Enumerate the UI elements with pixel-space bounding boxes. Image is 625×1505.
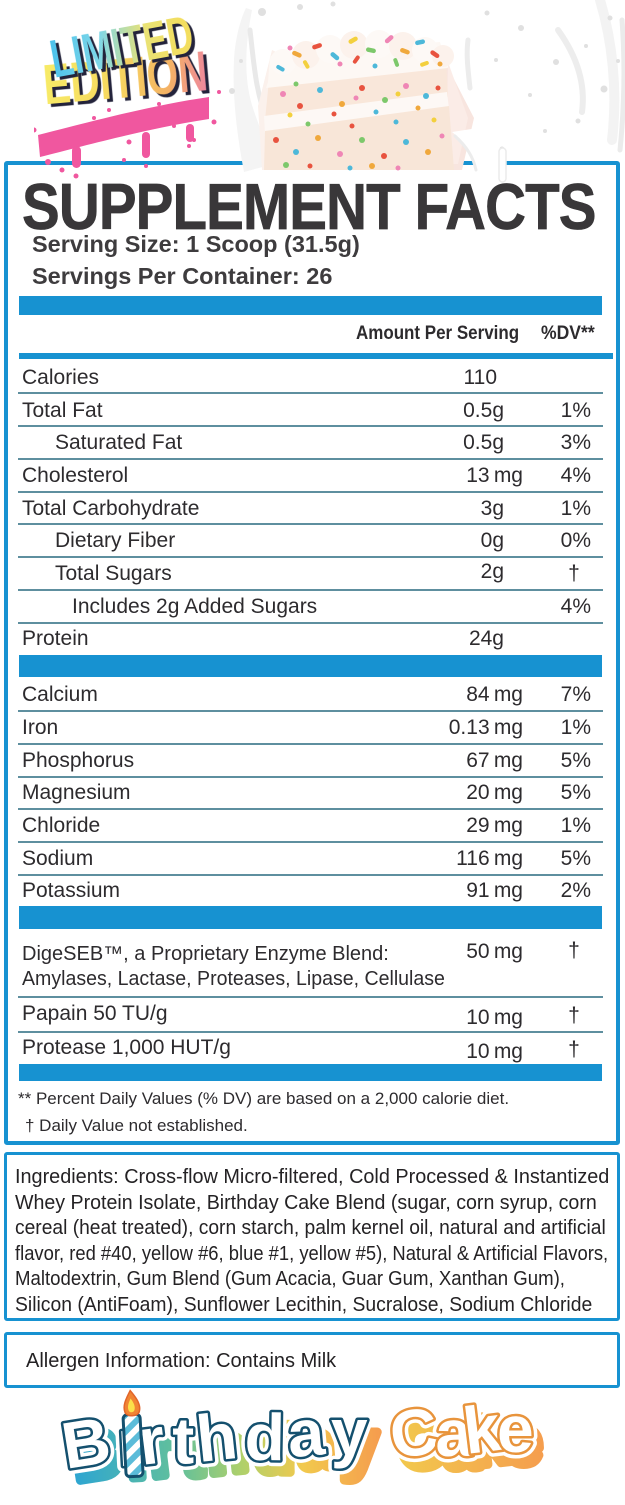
svg-text:Cake: Cake (392, 1397, 547, 1488)
svg-text:Cake: Cake (384, 1385, 539, 1476)
